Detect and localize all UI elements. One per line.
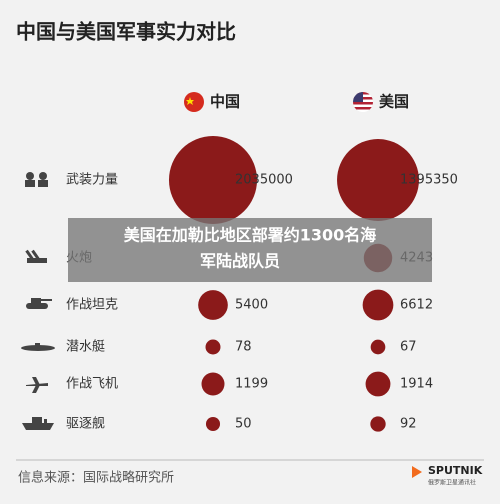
bubble bbox=[205, 416, 221, 432]
bubble bbox=[365, 371, 391, 397]
row-label: 潜水艇 bbox=[66, 340, 105, 355]
overlay-box bbox=[68, 218, 432, 282]
row-icons bbox=[21, 172, 55, 430]
value-label: 5400 bbox=[235, 298, 268, 313]
legend-label: 美国 bbox=[379, 93, 409, 111]
row-label: 武装力量 bbox=[66, 173, 118, 188]
bubble bbox=[198, 290, 228, 320]
value-label: 2035000 bbox=[235, 173, 293, 188]
value-label: 67 bbox=[400, 340, 417, 355]
value-label: 50 bbox=[235, 417, 252, 432]
bubble bbox=[370, 339, 386, 355]
value-label: 1914 bbox=[400, 377, 433, 392]
overlay-text: 美国在加勒比地区部署约1300名海 bbox=[124, 226, 377, 245]
legend-label: 中国 bbox=[210, 93, 240, 111]
logo: SPUTNIK 俄罗斯卫星通讯社 bbox=[412, 464, 483, 487]
row-label: 作战坦克 bbox=[66, 298, 118, 313]
china-flag bbox=[184, 92, 204, 112]
bubble bbox=[201, 372, 225, 396]
bubble bbox=[370, 416, 386, 432]
us-flag bbox=[353, 92, 373, 112]
row-label: 驱逐舰 bbox=[66, 417, 105, 432]
value-label: 1395350 bbox=[400, 173, 458, 188]
bubble bbox=[205, 339, 221, 355]
value-label: 78 bbox=[235, 340, 252, 355]
overlay-text: 军陆战队员 bbox=[200, 252, 280, 271]
bubble bbox=[337, 139, 419, 221]
value-label: 92 bbox=[400, 417, 417, 432]
source: 信息来源：国际战略研究所 bbox=[18, 470, 174, 486]
value-label: 6612 bbox=[400, 298, 433, 313]
bubble bbox=[362, 289, 394, 321]
logo-subtitle: 俄罗斯卫星通讯社 bbox=[428, 479, 476, 487]
row-label: 作战飞机 bbox=[66, 377, 118, 392]
title: 中国与美国军事实力对比 bbox=[16, 20, 236, 44]
value-label: 1199 bbox=[235, 377, 268, 392]
bubble bbox=[168, 135, 258, 225]
logo-name: SPUTNIK bbox=[428, 464, 483, 477]
